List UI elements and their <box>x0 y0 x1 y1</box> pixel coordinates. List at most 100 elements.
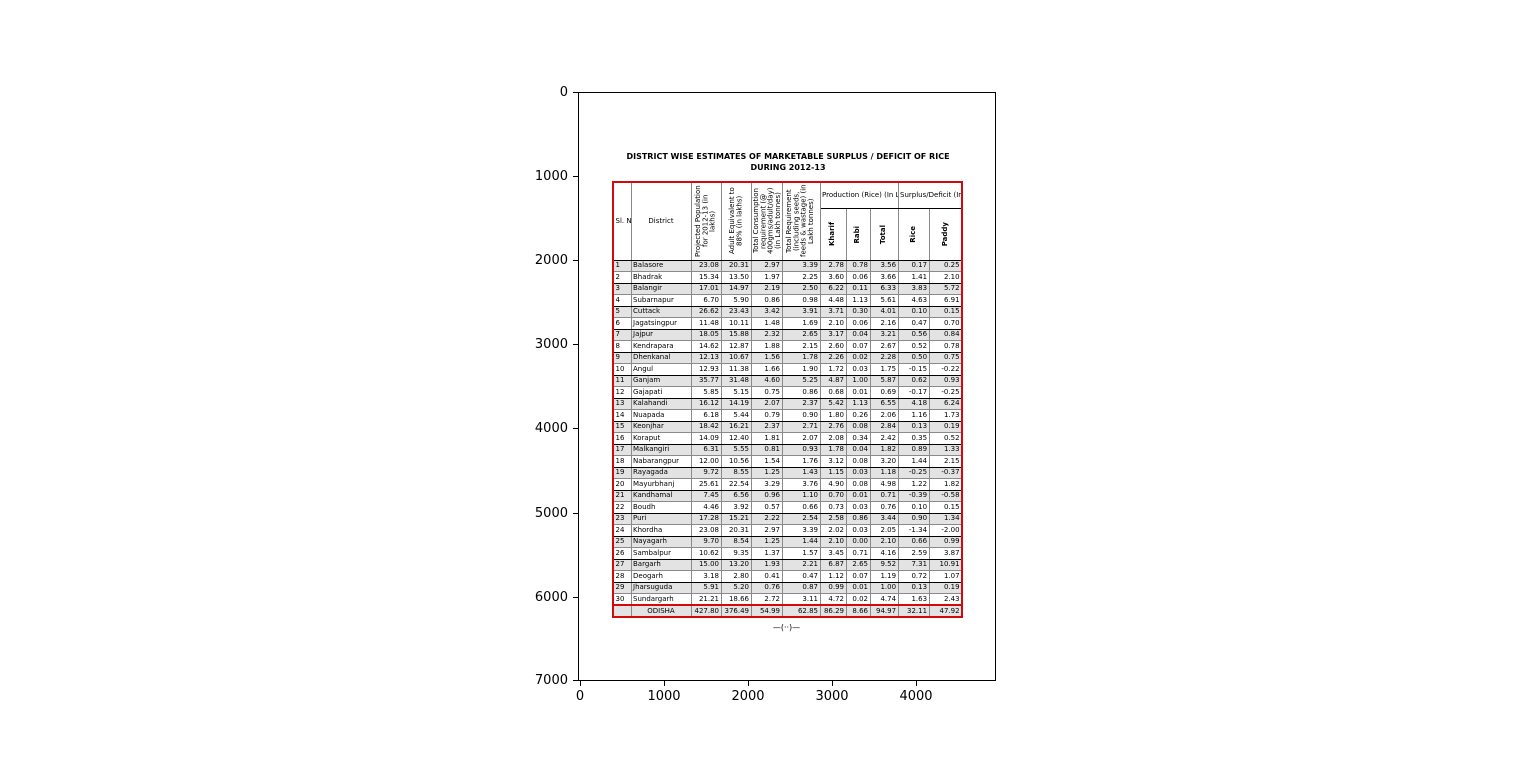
table-cell: 0.34 <box>845 432 871 445</box>
table-cell: 0.52 <box>928 432 963 445</box>
table-cell: ODISHA <box>630 604 692 618</box>
table-cell: Nuapada <box>630 409 692 422</box>
table-cell: 2.76 <box>819 420 847 433</box>
table-cell: 2 <box>612 271 632 284</box>
table-cell: 1.25 <box>750 535 783 548</box>
table-cell: 26 <box>612 547 632 560</box>
table-cell: 5.91 <box>690 581 722 594</box>
table-cell: 4.98 <box>869 478 899 491</box>
table-cell: 0.52 <box>897 340 930 353</box>
table-cell: 26.62 <box>690 305 722 318</box>
table-cell: 2.06 <box>869 409 899 422</box>
table-cell: 1.18 <box>869 466 899 479</box>
table-cell: 0.70 <box>928 317 963 330</box>
y-tick-mark <box>573 680 578 682</box>
table-cell: 16.12 <box>690 397 722 410</box>
table-cell: 28 <box>612 570 632 583</box>
table-cell: 0.06 <box>845 317 871 330</box>
header-rabi: Rabi <box>845 208 871 261</box>
table-cell: 0.98 <box>781 294 821 307</box>
table-row: 12 Gajapati 5.85 5.15 0.75 0.86 0.68 0.01 0.69 -0… <box>612 386 963 399</box>
table-cell: Angul <box>630 363 692 376</box>
table-cell: 2.26 <box>819 351 847 364</box>
table-cell: 86.29 <box>819 604 847 618</box>
table-cell: 8 <box>612 340 632 353</box>
table-cell: 23.08 <box>690 259 722 272</box>
table-cell: 2.08 <box>819 432 847 445</box>
table-cell: 3.83 <box>897 282 930 295</box>
table-cell: 4.16 <box>869 547 899 560</box>
table-row: 23 Puri 17.28 15.21 2.22 2.54 2.58 0.86 3.44 0.90… <box>612 512 963 525</box>
table-row: 9 Dhenkanal 12.13 10.67 1.56 1.78 2.26 0.02 2.28… <box>612 351 963 364</box>
table-cell: 16 <box>612 432 632 445</box>
table-cell: 4.74 <box>869 593 899 606</box>
header-rice-label: Rice <box>908 225 917 243</box>
table-cell: 0.41 <box>750 570 783 583</box>
table-cell: 32.11 <box>897 604 930 618</box>
table-cell: 0.76 <box>869 501 899 514</box>
table-cell: -1.34 <box>897 524 930 537</box>
table-cell: 1.72 <box>819 363 847 376</box>
table-cell: 1.80 <box>819 409 847 422</box>
table-cell: 6.33 <box>869 282 899 295</box>
table-cell: 14.19 <box>720 397 752 410</box>
table-cell: 2.10 <box>869 535 899 548</box>
table-row: 18 Nabarangpur 12.00 10.56 1.54 1.76 3.12 0.08 3… <box>612 455 963 468</box>
x-tick-mark <box>580 681 582 686</box>
table-cell: 2.16 <box>869 317 899 330</box>
table-cell: 0.04 <box>845 328 871 341</box>
table-cell: 47.92 <box>928 604 963 618</box>
table-cell: 0.87 <box>781 581 821 594</box>
table-row: 8 Kendrapara 14.62 12.87 1.88 2.15 2.60 0.07 2.6… <box>612 340 963 353</box>
table-cell: 3.12 <box>819 455 847 468</box>
table-cell: 5.85 <box>690 386 722 399</box>
table-cell: 2.05 <box>869 524 899 537</box>
table-cell: 2.07 <box>750 397 783 410</box>
table-cell: 1.33 <box>928 443 963 456</box>
table-cell: -0.17 <box>897 386 930 399</box>
table-cell: Keonjhar <box>630 420 692 433</box>
table-cell: 4.01 <box>869 305 899 318</box>
table-cell: 0.93 <box>928 374 963 387</box>
table-cell: 3.42 <box>750 305 783 318</box>
table-cell: 54.99 <box>750 604 783 618</box>
x-axis-tick-label: 4000 <box>899 689 933 704</box>
table-cell: 0.01 <box>845 489 871 502</box>
table-cell: 2.50 <box>781 282 821 295</box>
table-cell: 0.90 <box>781 409 821 422</box>
table-cell: 6.55 <box>869 397 899 410</box>
table-cell: 17.28 <box>690 512 722 525</box>
table-cell: 2.60 <box>819 340 847 353</box>
table-cell: 2.02 <box>819 524 847 537</box>
table-cell: 31.48 <box>720 374 752 387</box>
table-cell: 62.85 <box>781 604 821 618</box>
table-cell: 0.35 <box>897 432 930 445</box>
table-cell: Kandhamal <box>630 489 692 502</box>
y-axis-tick-label: 0 <box>559 85 568 100</box>
table-cell: -0.25 <box>928 386 963 399</box>
table-cell: 0.15 <box>928 501 963 514</box>
table-cell: 1.88 <box>750 340 783 353</box>
y-tick-mark <box>573 92 578 94</box>
table-cell: 1.82 <box>928 478 963 491</box>
table-row: 14 Nuapada 6.18 5.44 0.79 0.90 1.80 0.26 2.06 1.1… <box>612 409 963 422</box>
table-cell: 0.86 <box>750 294 783 307</box>
table-cell: 2.19 <box>750 282 783 295</box>
table-row: 17 Malkangiri 6.31 5.55 0.81 0.93 1.78 0.04 1.82… <box>612 443 963 456</box>
table-cell: 10.91 <box>928 558 963 571</box>
table-cell: 1.75 <box>869 363 899 376</box>
table-cell: 0.71 <box>869 489 899 502</box>
table-cell: 8.54 <box>720 535 752 548</box>
table-cell: 3.17 <box>819 328 847 341</box>
table-cell: 23.43 <box>720 305 752 318</box>
table-cell: 1.97 <box>750 271 783 284</box>
y-axis-tick-label: 6000 <box>534 590 568 605</box>
table-cell: 0.13 <box>897 420 930 433</box>
table-cell: 1.78 <box>781 351 821 364</box>
caption-marker: —(··)— <box>772 623 801 632</box>
table-cell: Gajapati <box>630 386 692 399</box>
table-row: 21 Kandhamal 7.45 6.56 0.96 1.10 0.70 0.01 0.71-… <box>612 489 963 502</box>
table-cell: 1.57 <box>781 547 821 560</box>
table-cell: 3.21 <box>869 328 899 341</box>
table-cell: 0.73 <box>819 501 847 514</box>
